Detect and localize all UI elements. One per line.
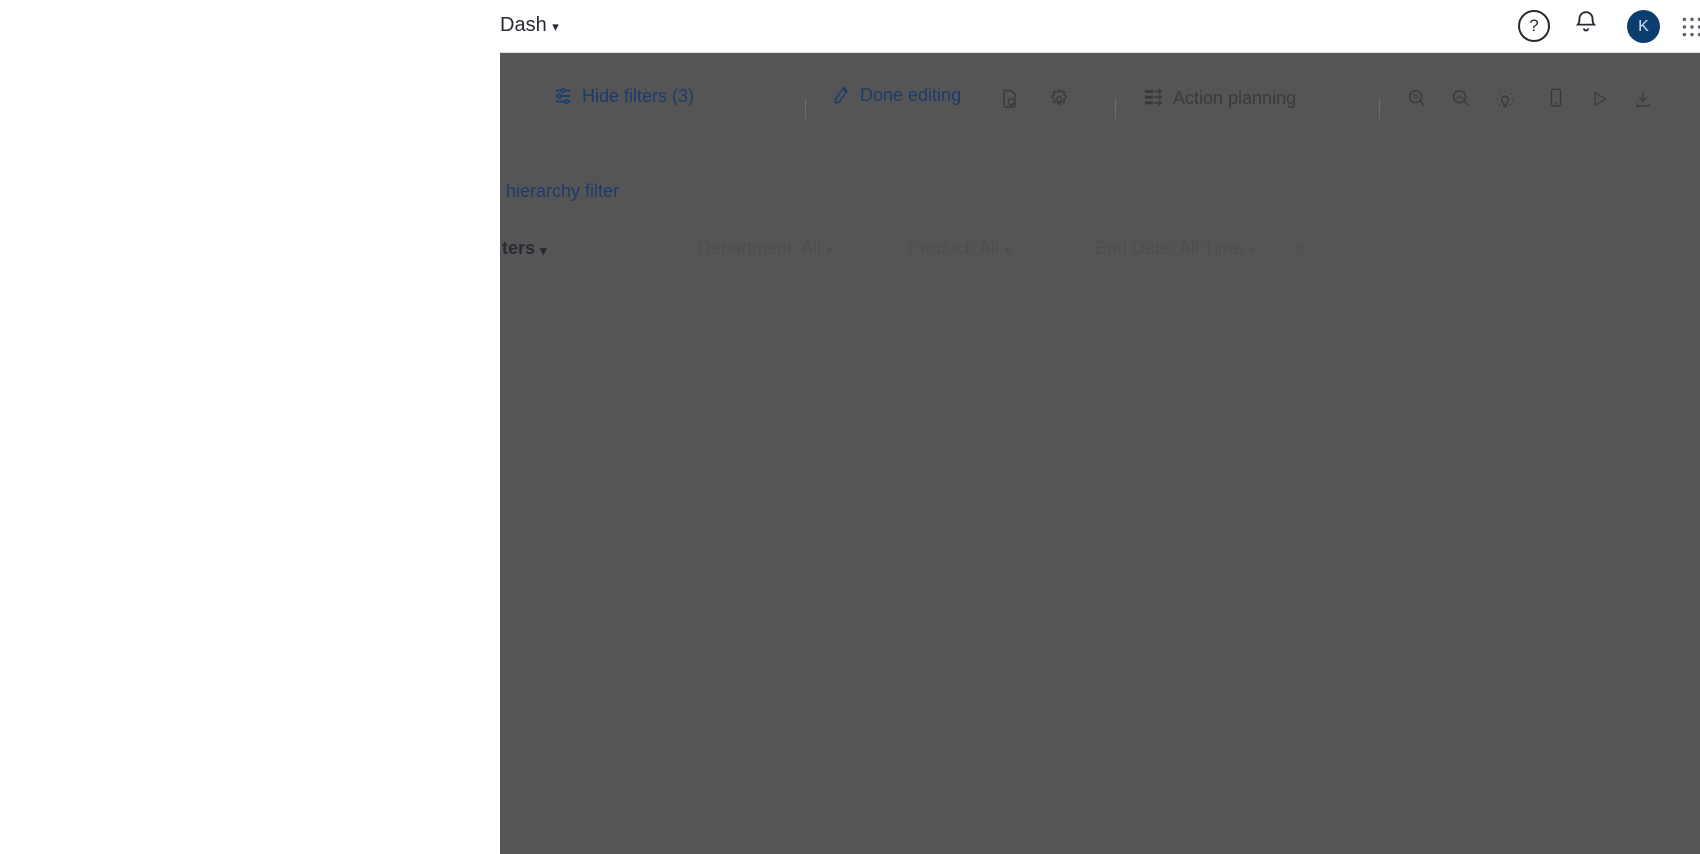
svg-text:Tt: Tt: [1413, 94, 1419, 101]
